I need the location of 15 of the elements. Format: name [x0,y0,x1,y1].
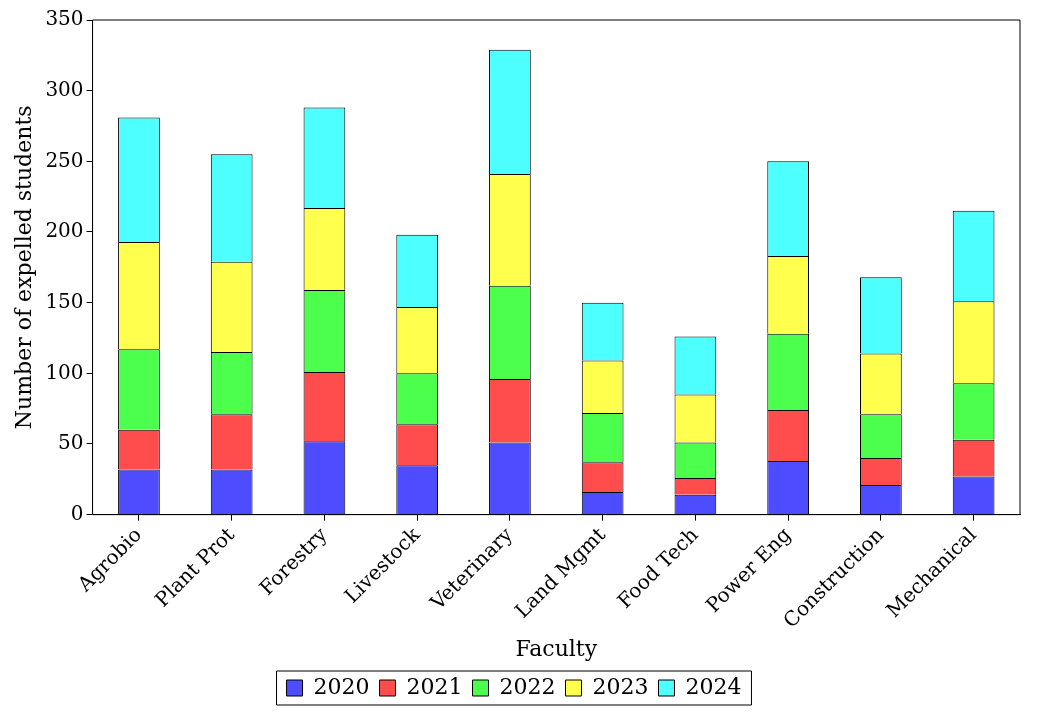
y-tick-label: 150 [45,288,84,313]
y-axis-title: Number of expelled students [10,105,36,430]
y-tick-label: 0 [70,500,84,525]
legend-label: 2023 [592,673,649,699]
y-tick-label: 200 [45,218,84,243]
legend-label: 2020 [313,673,370,699]
legend-label: 2022 [499,673,556,699]
x-axis-title: Faculty [515,635,598,661]
legend-label: 2021 [406,673,463,699]
y-tick-label: 250 [45,147,84,172]
y-tick-label: 350 [45,6,84,31]
y-tick-label: 100 [45,359,84,384]
y-tick-label: 50 [58,430,84,455]
y-tick-label: 300 [45,76,84,101]
legend-label: 2024 [685,673,742,699]
